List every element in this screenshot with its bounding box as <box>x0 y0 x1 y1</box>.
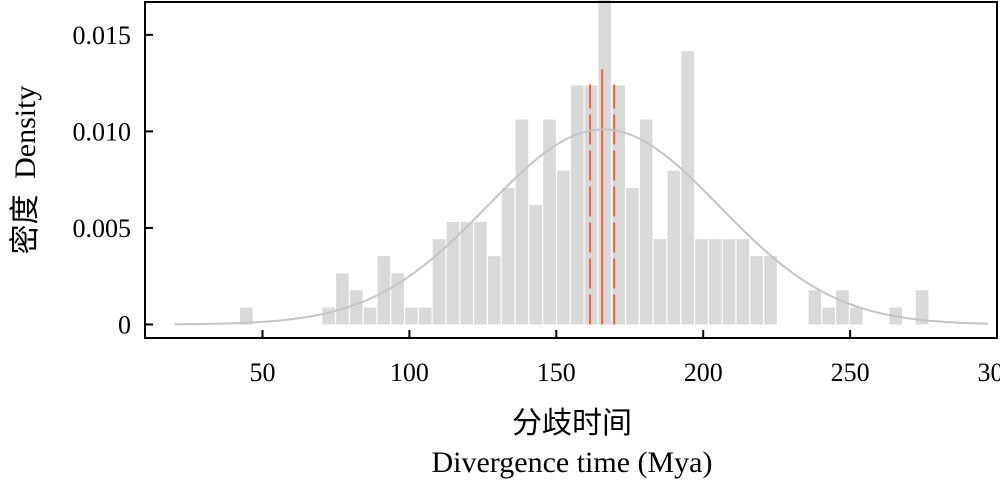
histogram-bar <box>432 239 446 325</box>
y-axis-ticks: 0 0.005 0.010 0.015 <box>73 21 153 339</box>
histogram-bar <box>915 290 929 325</box>
histogram-bar <box>722 239 736 325</box>
histogram-bar <box>460 221 474 325</box>
histogram-bar <box>822 307 835 325</box>
histogram-bar <box>836 290 849 325</box>
histogram-bar <box>405 307 418 325</box>
x-tick-label: 100 <box>390 358 429 387</box>
x-axis-ticks: 50 100 150 200 250 300 <box>250 330 1000 387</box>
histogram-bar <box>336 273 349 325</box>
histogram-bar <box>750 256 763 325</box>
histogram-bar <box>681 51 694 325</box>
x-tick-label: 50 <box>250 358 276 387</box>
histogram-bars <box>240 0 929 325</box>
histogram-bar <box>501 187 515 325</box>
reference-lines <box>589 69 616 325</box>
x-tick-label: 150 <box>537 358 576 387</box>
histogram-bar <box>349 290 363 325</box>
histogram-bar <box>570 85 584 325</box>
normal-fit-curve <box>174 128 989 326</box>
histogram-bar <box>667 170 681 325</box>
y-tick-label: 0 <box>118 310 131 339</box>
histogram-bar <box>653 239 667 325</box>
histogram-bar <box>418 307 432 325</box>
x-tick-label: 250 <box>831 358 870 387</box>
histogram-bar <box>808 290 822 325</box>
histogram-bar <box>598 0 612 325</box>
histogram-bar <box>764 256 777 325</box>
histogram-bar <box>612 85 625 325</box>
histogram-bar <box>543 119 556 325</box>
x-axis-title-cn: 分歧时间 <box>512 406 632 441</box>
x-axis-title: Divergence time (Mya) <box>431 446 712 479</box>
histogram-bar <box>240 307 253 325</box>
histogram-bar <box>515 119 529 325</box>
y-axis-title: 密度 Density <box>8 86 43 255</box>
histogram-bar <box>474 221 487 325</box>
histogram-bar <box>695 239 708 325</box>
x-tick-label: 300 <box>978 358 1000 387</box>
y-tick-label: 0.010 <box>73 117 132 146</box>
histogram-bar <box>529 204 543 325</box>
svg-text:密度 Density: 密度 Density <box>8 86 43 255</box>
histogram-bar <box>708 239 722 325</box>
histogram-bar <box>363 307 377 325</box>
y-tick-label: 0.015 <box>73 21 132 50</box>
histogram-bar <box>488 256 501 325</box>
histogram-bar <box>639 119 653 325</box>
histogram-bar <box>446 221 460 325</box>
histogram-bar <box>849 307 863 325</box>
histogram-bar <box>322 307 335 325</box>
y-axis-title-cn: 密度 <box>8 194 43 254</box>
y-axis-title-en: Density <box>9 86 42 179</box>
plot-frame <box>144 1 998 339</box>
histogram-bar <box>377 256 391 325</box>
histogram-bar <box>736 239 750 325</box>
x-tick-label: 200 <box>684 358 723 387</box>
y-tick-label: 0.005 <box>73 214 132 243</box>
histogram-bar <box>557 170 570 325</box>
histogram-bar <box>626 187 639 325</box>
